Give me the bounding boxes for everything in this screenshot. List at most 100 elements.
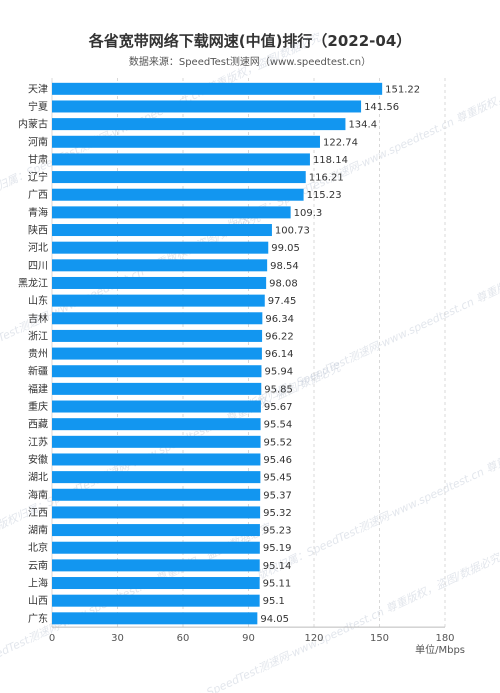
bar xyxy=(52,312,263,325)
bar xyxy=(52,418,261,431)
category-label: 黑龙江 xyxy=(18,276,48,289)
value-label: 95.94 xyxy=(264,367,293,378)
value-label: 98.54 xyxy=(270,261,299,272)
category-label: 河北 xyxy=(28,242,48,254)
bar xyxy=(52,135,320,148)
category-label: 河南 xyxy=(28,135,48,148)
category-label: 山东 xyxy=(28,294,48,307)
value-label: 95.85 xyxy=(264,384,293,395)
value-label: 95.14 xyxy=(263,561,292,572)
category-label: 江苏 xyxy=(28,435,48,448)
category-label: 重庆 xyxy=(28,400,48,413)
bar xyxy=(52,294,265,307)
bar xyxy=(52,241,269,254)
category-label: 浙江 xyxy=(28,330,48,342)
value-label: 95.67 xyxy=(264,402,293,413)
bar xyxy=(52,541,260,554)
value-label: 96.14 xyxy=(265,349,294,360)
category-label: 山西 xyxy=(28,595,48,607)
value-label: 95.54 xyxy=(264,420,293,431)
bar xyxy=(52,347,262,360)
category-label: 甘肃 xyxy=(28,153,48,166)
bar xyxy=(52,118,346,131)
value-label: 95.19 xyxy=(263,543,292,554)
category-label: 湖北 xyxy=(28,472,48,484)
value-label: 98.08 xyxy=(269,278,298,289)
category-label: 上海 xyxy=(28,577,48,590)
category-label: 内蒙古 xyxy=(18,118,48,131)
category-label: 新疆 xyxy=(28,365,48,378)
bar xyxy=(52,488,261,501)
bar xyxy=(52,453,261,466)
x-axis-unit-label: 单位/Mbps xyxy=(415,643,465,656)
bar xyxy=(52,259,268,272)
chart-title: 各省宽带网络下载网速(中值)排行（2022-04） xyxy=(88,32,412,50)
category-label: 四川 xyxy=(28,261,48,272)
bar xyxy=(52,224,272,237)
bar xyxy=(52,365,262,378)
x-tick-label: 180 xyxy=(435,633,454,644)
x-tick-label: 0 xyxy=(49,633,55,644)
category-label: 青海 xyxy=(28,206,48,219)
value-label: 97.45 xyxy=(268,296,297,307)
bar xyxy=(52,559,260,572)
x-tick-label: 150 xyxy=(370,633,389,644)
value-label: 100.73 xyxy=(275,226,310,237)
category-label: 辽宁 xyxy=(28,171,48,184)
bar xyxy=(52,382,262,395)
bar xyxy=(52,188,304,201)
value-label: 151.22 xyxy=(385,84,420,95)
value-label: 141.56 xyxy=(364,102,399,113)
category-label: 广西 xyxy=(28,189,48,201)
bar xyxy=(52,594,260,607)
chart-subtitle: 数据来源：SpeedTest测速网（www.speedtest.cn） xyxy=(128,57,372,68)
value-label: 95.46 xyxy=(263,455,292,466)
bar xyxy=(52,171,306,184)
value-label: 95.1 xyxy=(263,596,285,607)
value-label: 122.74 xyxy=(323,137,358,148)
value-label: 118.14 xyxy=(313,155,348,166)
bar xyxy=(52,153,310,166)
value-label: 115.23 xyxy=(307,190,342,201)
x-axis: 0 30 60 90 120 150 180 xyxy=(49,626,455,644)
value-label: 95.23 xyxy=(263,526,292,537)
value-label: 96.22 xyxy=(265,331,294,342)
value-label: 95.52 xyxy=(264,437,293,448)
bar xyxy=(52,82,383,95)
value-label: 116.21 xyxy=(309,173,344,184)
category-label: 云南 xyxy=(28,559,48,572)
category-label: 贵州 xyxy=(28,347,48,360)
category-label: 江西 xyxy=(28,507,48,519)
bar xyxy=(52,276,267,289)
category-label: 陕西 xyxy=(28,224,48,237)
bar xyxy=(52,100,362,113)
x-tick-label: 30 xyxy=(111,633,124,644)
bar xyxy=(52,524,260,537)
value-label: 95.37 xyxy=(263,490,292,501)
value-label: 95.45 xyxy=(263,473,292,484)
bar xyxy=(52,506,261,519)
category-label: 吉林 xyxy=(28,312,48,325)
value-label: 95.32 xyxy=(263,508,292,519)
value-label: 99.05 xyxy=(271,243,300,254)
bar xyxy=(52,329,263,342)
bar xyxy=(52,206,291,219)
x-tick-label: 120 xyxy=(304,633,323,644)
category-label: 西藏 xyxy=(28,419,48,431)
bar xyxy=(52,435,261,448)
bar xyxy=(52,400,261,413)
value-label: 96.34 xyxy=(265,314,294,325)
bar xyxy=(52,577,260,590)
category-label: 宁夏 xyxy=(28,100,48,113)
value-label: 94.05 xyxy=(260,614,289,625)
category-label: 安徽 xyxy=(28,453,48,466)
bar xyxy=(52,612,258,625)
category-label: 天津 xyxy=(28,83,48,95)
value-label: 109.3 xyxy=(294,208,323,219)
category-label: 广东 xyxy=(28,612,48,625)
bars-group: 天津 151.22 宁夏 141.56 内蒙古 134.4 河南 122.74 甘肃 118.14… xyxy=(18,82,420,625)
category-label: 海南 xyxy=(28,488,48,501)
bar xyxy=(52,471,261,484)
x-tick-label: 60 xyxy=(177,633,190,644)
